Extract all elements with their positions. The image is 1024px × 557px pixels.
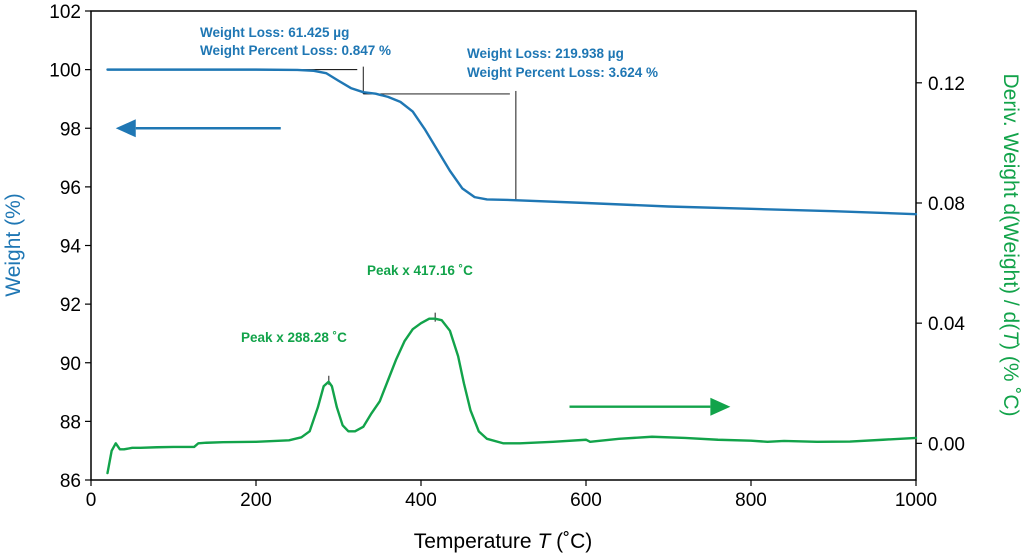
left-arrow-head	[115, 119, 136, 138]
left-y-axis-ticks: 86 88 90 92 94 96 98 100 102	[49, 2, 91, 492]
right-y-tick-label: 0.08	[928, 194, 965, 215]
x-axis-ticks: 0 200 400 600 800 1000	[86, 480, 937, 511]
right-y-tick-label: 0.12	[928, 74, 965, 95]
plot-frame	[90, 10, 917, 481]
series-lines	[106, 68, 918, 475]
left-y-tick-label: 94	[60, 237, 82, 258]
x-tick-label: 0	[86, 490, 97, 511]
x-tick-label: 800	[735, 490, 767, 511]
x-tick-label: 400	[405, 490, 437, 511]
loss2-label-line1: Weight Loss: 219.938 µg	[467, 46, 624, 61]
left-y-axis-title: Weight (%)	[2, 193, 25, 296]
left-y-tick-label: 100	[49, 61, 81, 82]
left-y-tick-label: 88	[60, 412, 81, 433]
loss1-label-line1: Weight Loss: 61.425 µg	[200, 25, 349, 40]
left-y-tick-label: 86	[60, 471, 81, 492]
x-tick-label: 600	[570, 490, 602, 511]
x-tick-label: 1000	[895, 490, 937, 511]
x-tick-label: 200	[240, 490, 272, 511]
loss1-label-line2: Weight Percent Loss: 0.847 %	[200, 43, 391, 58]
right-arrow-head	[710, 397, 731, 416]
weight-series-line	[106, 68, 918, 216]
left-y-tick-label: 96	[60, 178, 81, 199]
right-y-tick-label: 0.00	[928, 434, 965, 455]
peak1-label: Peak x 288.28 ˚C	[241, 330, 347, 345]
x-axis-title: Temperature T (˚C)	[414, 530, 593, 553]
left-y-tick-label: 90	[60, 354, 81, 375]
loss2-label-line2: Weight Percent Loss: 3.624 %	[467, 65, 658, 80]
right-y-tick-label: 0.04	[928, 314, 965, 335]
left-y-tick-label: 92	[60, 295, 81, 316]
right-y-axis-title: Deriv. Weight d(Weight) / d(T) (% ˚C)	[999, 73, 1022, 416]
derivative-weight-series-line	[106, 317, 918, 475]
left-y-tick-label: 98	[60, 119, 81, 140]
peak2-label: Peak x 417.16 ˚C	[367, 263, 473, 278]
direction-arrows	[115, 119, 731, 416]
right-y-axis-ticks: 0.00 0.04 0.08 0.12	[916, 74, 965, 455]
left-y-tick-label: 102	[49, 2, 81, 23]
